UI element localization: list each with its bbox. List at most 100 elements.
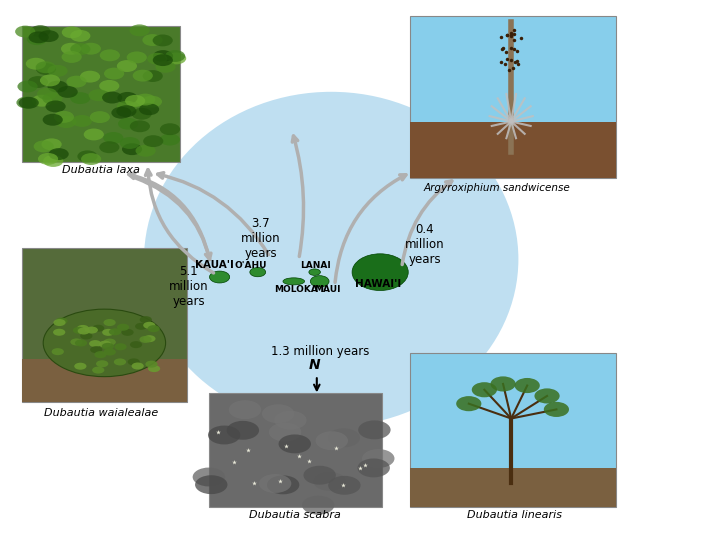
Ellipse shape <box>32 95 52 107</box>
Ellipse shape <box>302 496 334 515</box>
Ellipse shape <box>117 92 138 104</box>
Ellipse shape <box>62 26 82 38</box>
Ellipse shape <box>144 92 518 427</box>
Ellipse shape <box>53 319 66 326</box>
Ellipse shape <box>139 103 159 115</box>
Ellipse shape <box>43 309 166 377</box>
Ellipse shape <box>90 346 102 353</box>
Ellipse shape <box>456 396 482 411</box>
Ellipse shape <box>130 120 150 132</box>
Ellipse shape <box>143 322 156 329</box>
FancyBboxPatch shape <box>410 468 616 507</box>
Ellipse shape <box>153 54 173 66</box>
Ellipse shape <box>74 363 86 370</box>
Ellipse shape <box>112 107 132 119</box>
Ellipse shape <box>54 111 74 123</box>
FancyBboxPatch shape <box>209 393 382 507</box>
Ellipse shape <box>100 49 120 61</box>
Ellipse shape <box>55 318 68 325</box>
Ellipse shape <box>66 76 86 87</box>
Ellipse shape <box>80 71 100 83</box>
Ellipse shape <box>42 92 63 104</box>
Ellipse shape <box>315 431 348 450</box>
Ellipse shape <box>81 153 102 165</box>
Ellipse shape <box>143 70 163 82</box>
FancyBboxPatch shape <box>22 248 187 402</box>
Ellipse shape <box>86 327 98 334</box>
Ellipse shape <box>309 269 320 275</box>
Ellipse shape <box>29 31 49 43</box>
Ellipse shape <box>48 148 68 160</box>
Ellipse shape <box>90 111 110 123</box>
Text: Argyroxiphium sandwicense: Argyroxiphium sandwicense <box>423 183 570 193</box>
Ellipse shape <box>26 58 46 70</box>
Ellipse shape <box>490 376 516 392</box>
Text: O'AHU: O'AHU <box>234 261 267 270</box>
Ellipse shape <box>36 63 56 75</box>
Ellipse shape <box>104 348 116 355</box>
Ellipse shape <box>122 329 134 336</box>
Ellipse shape <box>130 341 142 348</box>
Ellipse shape <box>77 325 89 332</box>
Ellipse shape <box>77 151 97 163</box>
Text: Dubautia scabra: Dubautia scabra <box>249 510 341 521</box>
Ellipse shape <box>36 62 56 73</box>
Ellipse shape <box>135 93 156 105</box>
Ellipse shape <box>28 76 48 88</box>
Ellipse shape <box>39 30 59 42</box>
Ellipse shape <box>53 329 66 336</box>
Ellipse shape <box>73 327 85 334</box>
Ellipse shape <box>102 92 122 104</box>
Ellipse shape <box>71 43 91 55</box>
Ellipse shape <box>269 423 301 442</box>
Ellipse shape <box>160 134 180 146</box>
Ellipse shape <box>148 365 160 372</box>
Ellipse shape <box>43 155 63 167</box>
FancyBboxPatch shape <box>410 122 616 178</box>
Ellipse shape <box>118 118 138 130</box>
Ellipse shape <box>274 411 307 430</box>
Ellipse shape <box>104 339 116 346</box>
Ellipse shape <box>134 96 154 108</box>
Text: LANAI: LANAI <box>300 261 330 270</box>
Ellipse shape <box>99 341 111 348</box>
Ellipse shape <box>140 336 152 343</box>
Ellipse shape <box>125 95 145 107</box>
Text: Dubautia linearis: Dubautia linearis <box>467 510 562 521</box>
Ellipse shape <box>42 114 63 126</box>
Ellipse shape <box>38 153 58 165</box>
Ellipse shape <box>94 351 107 358</box>
FancyBboxPatch shape <box>410 16 616 178</box>
Ellipse shape <box>147 53 167 65</box>
Ellipse shape <box>165 50 185 62</box>
Ellipse shape <box>17 97 37 109</box>
Ellipse shape <box>109 328 121 335</box>
Ellipse shape <box>122 143 142 155</box>
Ellipse shape <box>45 100 66 112</box>
Ellipse shape <box>72 115 92 127</box>
Ellipse shape <box>328 476 361 495</box>
Ellipse shape <box>132 70 153 82</box>
Ellipse shape <box>143 34 163 46</box>
Ellipse shape <box>96 360 108 367</box>
Text: HAWAI'I: HAWAI'I <box>355 279 401 289</box>
Ellipse shape <box>99 80 120 92</box>
Ellipse shape <box>352 254 408 291</box>
Ellipse shape <box>310 275 329 287</box>
Ellipse shape <box>84 129 104 140</box>
Ellipse shape <box>75 340 87 347</box>
FancyBboxPatch shape <box>22 359 187 402</box>
Ellipse shape <box>357 458 390 477</box>
Ellipse shape <box>135 145 156 157</box>
Ellipse shape <box>153 50 173 62</box>
Ellipse shape <box>48 65 68 77</box>
Ellipse shape <box>472 382 497 397</box>
Ellipse shape <box>358 421 390 440</box>
FancyBboxPatch shape <box>22 26 180 162</box>
Ellipse shape <box>283 278 305 285</box>
Ellipse shape <box>142 96 162 107</box>
Ellipse shape <box>15 25 35 37</box>
Ellipse shape <box>89 340 102 347</box>
Ellipse shape <box>114 343 127 350</box>
Ellipse shape <box>71 92 91 104</box>
